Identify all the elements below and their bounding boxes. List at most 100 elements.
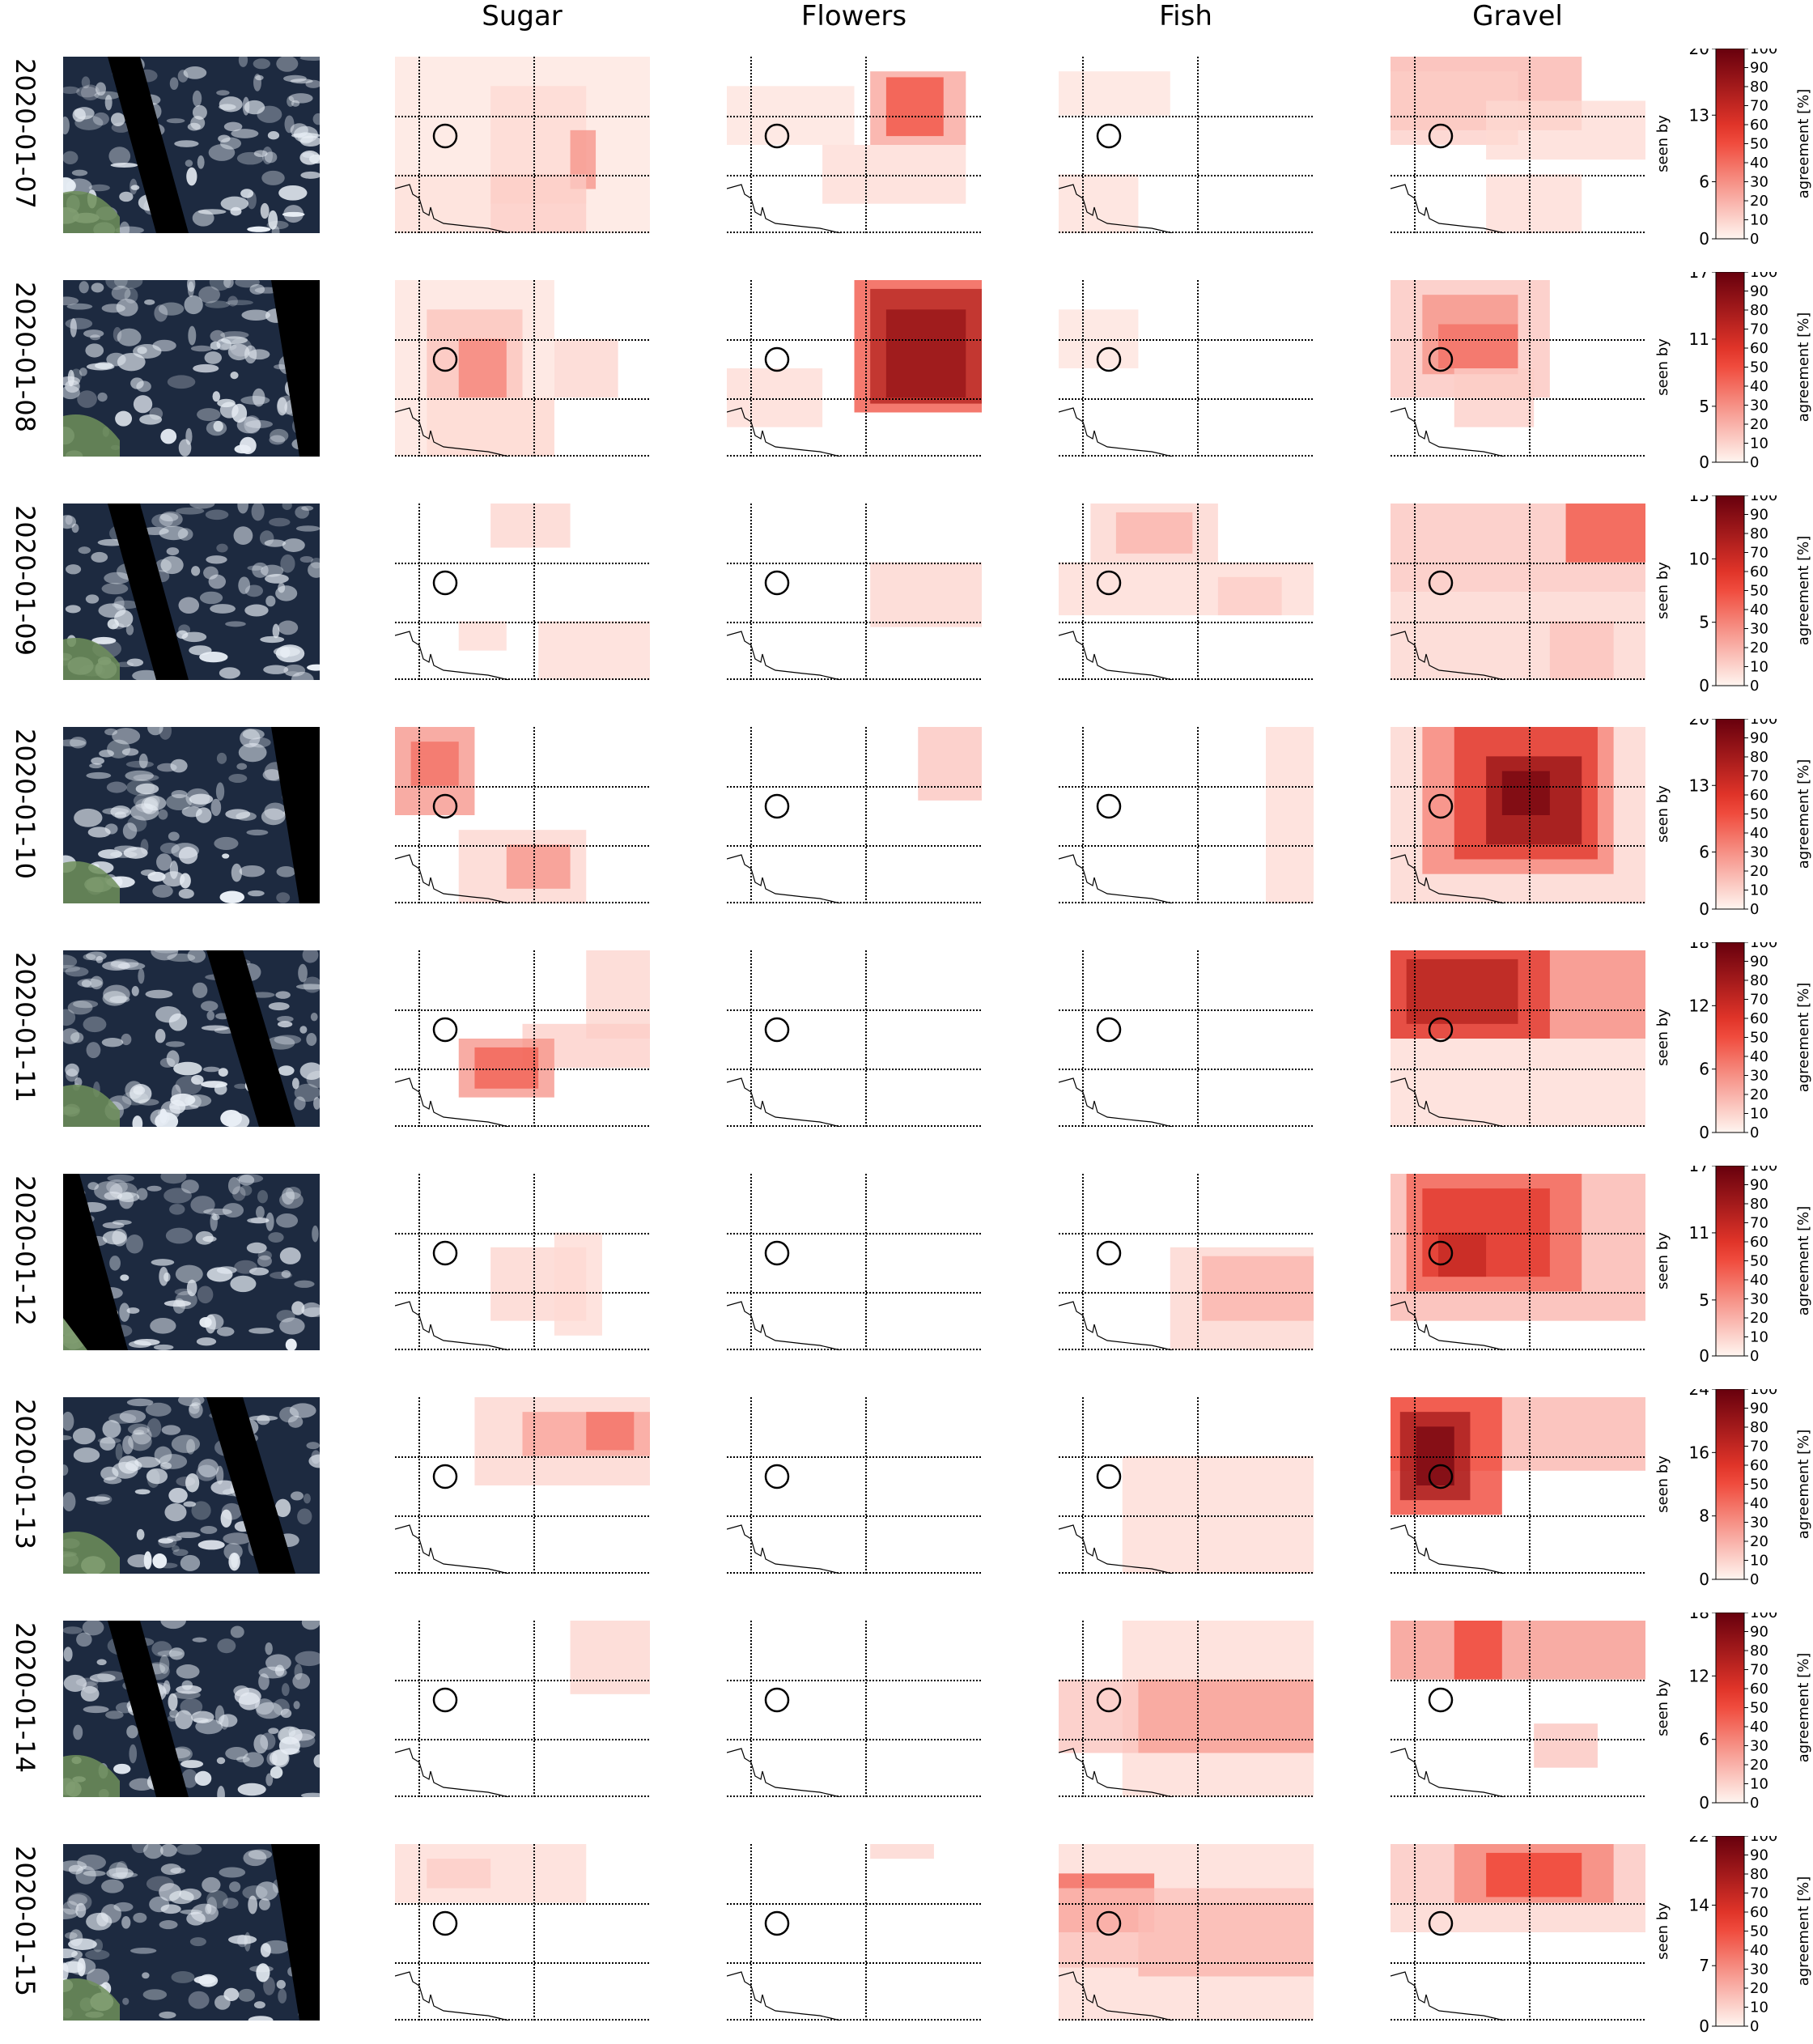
col-title-flowers: Flowers xyxy=(800,0,907,32)
heatmap-svg xyxy=(726,1397,982,1574)
coastline xyxy=(726,1748,841,1798)
agreement-tick-label: 70 xyxy=(1750,992,1768,1009)
heatmap-svg xyxy=(726,280,982,457)
col-title-fish: Fish xyxy=(1159,0,1212,32)
coastline xyxy=(1058,407,1173,457)
coastline xyxy=(394,631,509,681)
coastline xyxy=(726,631,841,681)
agreement-tick-label: 70 xyxy=(1750,1662,1768,1679)
heatmap-sugar xyxy=(394,280,650,460)
satellite-image xyxy=(63,57,320,233)
site-marker xyxy=(1096,1240,1122,1266)
agreement-tick-label: 10 xyxy=(1750,436,1768,453)
seen-by-axis-label: seen by xyxy=(1654,1455,1671,1513)
agreement-tick-label: 60 xyxy=(1750,1681,1768,1698)
seen-by-tick-label: 8 xyxy=(1699,1506,1709,1526)
agreement-tick-label: 90 xyxy=(1750,60,1768,77)
heatmap-svg xyxy=(1390,280,1645,457)
seen-by-tick-label: 0 xyxy=(1699,899,1709,919)
colorbar-gradient xyxy=(1715,271,1745,463)
seen-by-tick-label: 0 xyxy=(1699,1123,1709,1142)
coastline xyxy=(726,1971,841,2021)
coastline xyxy=(726,1301,841,1351)
agreement-patch xyxy=(1059,174,1139,233)
seen-by-tick-label: 18 xyxy=(1689,942,1709,952)
agreement-tick-label: 80 xyxy=(1750,525,1768,542)
coastline xyxy=(394,1077,509,1128)
satellite-image xyxy=(63,727,320,903)
coastline xyxy=(1058,1748,1173,1798)
agreement-tick-label: 0 xyxy=(1750,1795,1759,1812)
agreement-tick-label: 30 xyxy=(1750,1291,1768,1308)
heatmap-flowers xyxy=(726,950,982,1130)
row-date-label: 2020-01-09 xyxy=(10,505,40,656)
agreement-patch xyxy=(458,338,507,398)
coastline xyxy=(726,1077,841,1128)
coastline xyxy=(1390,854,1505,904)
heatmap-svg xyxy=(1390,950,1645,1128)
agreement-tick-label: 30 xyxy=(1750,1738,1768,1755)
heatmap-svg xyxy=(1390,57,1645,234)
agreement-axis-label: agreement [%] xyxy=(1795,312,1812,423)
agreement-patch xyxy=(554,338,618,398)
agreement-tick-label: 90 xyxy=(1750,730,1768,747)
site-marker xyxy=(1428,1240,1454,1266)
heatmap-svg xyxy=(1058,950,1314,1128)
colorbar-gradient xyxy=(1715,941,1745,1133)
heatmap-gravel xyxy=(1390,1174,1645,1353)
site-marker xyxy=(1428,123,1454,149)
coastline xyxy=(726,854,841,904)
satellite-image xyxy=(63,1397,320,1574)
agreement-tick-label: 60 xyxy=(1750,787,1768,804)
heatmap-sugar xyxy=(394,1397,650,1577)
agreement-patch xyxy=(570,1621,650,1694)
site-marker xyxy=(432,346,458,372)
agreement-tick-label: 40 xyxy=(1750,1272,1768,1289)
seen-by-tick-label: 22 xyxy=(1689,1836,1709,1846)
satellite-image xyxy=(63,950,320,1127)
agreement-axis-label: agreement [%] xyxy=(1795,536,1812,646)
agreement-tick-label: 60 xyxy=(1750,1457,1768,1474)
coastline xyxy=(394,1971,509,2021)
heatmap-gravel xyxy=(1390,1621,1645,1800)
agreement-tick-label: 60 xyxy=(1750,1234,1768,1251)
agreement-tick-label: 100 xyxy=(1750,1836,1777,1845)
agreement-tick-label: 70 xyxy=(1750,321,1768,338)
agreement-tick-label: 20 xyxy=(1750,1757,1768,1774)
agreement-tick-label: 10 xyxy=(1750,1776,1768,1793)
heatmap-svg xyxy=(726,1844,982,2021)
heatmap-sugar xyxy=(394,1174,650,1353)
heatmap-svg xyxy=(726,1174,982,1351)
seen-by-tick-label: 13 xyxy=(1689,105,1709,125)
agreement-tick-label: 100 xyxy=(1750,272,1777,281)
site-marker xyxy=(1096,1687,1122,1713)
seen-by-tick-label: 0 xyxy=(1699,229,1709,249)
agreement-tick-label: 100 xyxy=(1750,1613,1777,1621)
heatmap-svg xyxy=(1390,1844,1645,2021)
seen-by-tick-label: 0 xyxy=(1699,1570,1709,1589)
agreement-patch xyxy=(427,397,554,457)
heatmap-svg xyxy=(726,1621,982,1798)
heatmap-flowers xyxy=(726,280,982,460)
colorbar-gradient xyxy=(1715,1835,1745,2027)
agreement-tick-label: 90 xyxy=(1750,954,1768,971)
agreement-tick-label: 70 xyxy=(1750,1438,1768,1455)
colorbar: 0 10 20 30 40 50 60 70 80 90 100 0 6 13 20 seen by agree… xyxy=(1651,39,1813,254)
heatmap-flowers xyxy=(726,1621,982,1800)
heatmap-fish xyxy=(1058,504,1314,683)
heatmap-flowers xyxy=(726,1174,982,1353)
agreement-tick-label: 20 xyxy=(1750,1086,1768,1103)
agreement-tick-label: 60 xyxy=(1750,1010,1768,1027)
coastline xyxy=(1058,1077,1173,1128)
agreement-tick-label: 30 xyxy=(1750,621,1768,638)
satellite-image xyxy=(63,1844,320,2021)
agreement-tick-label: 50 xyxy=(1750,359,1768,376)
agreement-patch xyxy=(1565,504,1645,563)
agreement-tick-label: 10 xyxy=(1750,659,1768,676)
seen-by-tick-label: 13 xyxy=(1689,776,1709,795)
heatmap-svg xyxy=(1058,1621,1314,1798)
seen-by-tick-label: 10 xyxy=(1689,549,1709,568)
heatmap-fish xyxy=(1058,1174,1314,1353)
agreement-tick-label: 80 xyxy=(1750,1419,1768,1436)
agreement-tick-label: 10 xyxy=(1750,1106,1768,1123)
